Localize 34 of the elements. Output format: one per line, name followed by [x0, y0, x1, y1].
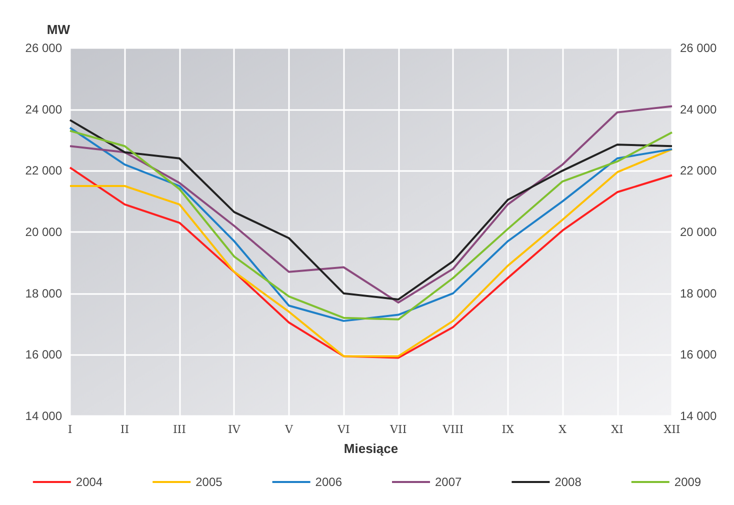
y-tick-label: 14 000: [25, 409, 62, 423]
x-tick-label: VII: [389, 423, 407, 436]
x-axis-title: Miesiące: [344, 441, 398, 456]
legend-label: 2009: [674, 475, 702, 489]
x-tick-label: X: [558, 423, 567, 436]
y2-tick-label: 22 000: [680, 164, 718, 178]
x-tick-label: XI: [611, 423, 624, 436]
legend-label: 2005: [196, 475, 223, 489]
y-tick-label: 22 000: [25, 164, 62, 178]
x-tick-label: V: [284, 423, 294, 436]
legend-label: 2006: [315, 475, 342, 489]
x-tick-label: IX: [502, 423, 514, 436]
legend-label: 2008: [554, 475, 582, 489]
x-tick-label: VI: [336, 423, 350, 436]
y-tick-label: 18 000: [25, 286, 62, 300]
y-tick-label: 20 000: [25, 225, 62, 239]
y2-tick-label: 16 000: [680, 348, 718, 362]
x-tick-label: VIII: [442, 423, 464, 436]
y2-tick-label: 14 000: [680, 409, 718, 423]
x-tick-label: III: [172, 423, 186, 436]
y-tick-label: 26 000: [25, 41, 62, 55]
y2-tick-label: 20 000: [680, 225, 718, 239]
y2-tick-label: 24 000: [680, 102, 718, 116]
y-axis-title: MW: [46, 22, 71, 37]
legend-label: 2004: [76, 475, 103, 489]
y-tick-label: 16 000: [25, 348, 62, 362]
y-tick-label: 24 000: [25, 102, 62, 116]
y2-tick-label: 26 000: [680, 41, 718, 55]
x-tick-label: IV: [228, 423, 242, 436]
y2-tick-label: 18 000: [680, 286, 718, 300]
x-tick-label: I: [68, 423, 72, 436]
x-tick-label: XII: [664, 423, 680, 436]
legend-label: 2007: [435, 475, 462, 489]
x-tick-label: II: [120, 423, 130, 436]
